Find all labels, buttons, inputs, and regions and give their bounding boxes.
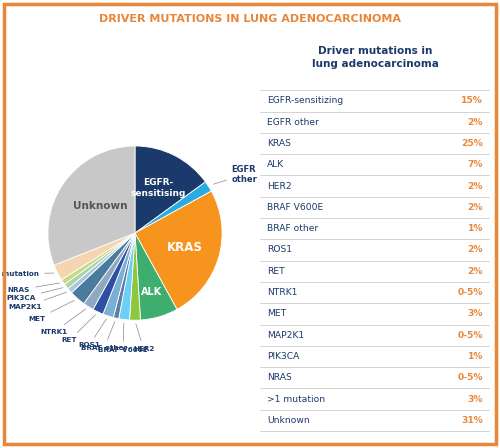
Text: NRAS: NRAS xyxy=(8,283,60,293)
Text: 2%: 2% xyxy=(468,181,483,190)
Text: >1 mutation: >1 mutation xyxy=(267,395,325,404)
Text: 0-5%: 0-5% xyxy=(458,288,483,297)
Wedge shape xyxy=(48,146,135,265)
Text: 0-5%: 0-5% xyxy=(458,331,483,340)
Wedge shape xyxy=(114,233,135,319)
Text: BRAF other: BRAF other xyxy=(81,322,128,351)
Text: BRAF other: BRAF other xyxy=(267,224,318,233)
Text: 1%: 1% xyxy=(468,352,483,361)
Text: EGFR other: EGFR other xyxy=(267,118,319,127)
Text: MET: MET xyxy=(28,300,74,322)
Wedge shape xyxy=(62,233,135,284)
Wedge shape xyxy=(84,233,135,310)
Wedge shape xyxy=(118,233,135,320)
Text: ROS1: ROS1 xyxy=(78,319,106,349)
Text: >1 mutation: >1 mutation xyxy=(0,271,54,277)
Text: 3%: 3% xyxy=(468,395,483,404)
Wedge shape xyxy=(64,233,135,289)
Text: HER2: HER2 xyxy=(133,324,154,352)
Wedge shape xyxy=(135,146,206,233)
Text: EGFR-
sensitising: EGFR- sensitising xyxy=(130,178,186,198)
Text: EGFR
other: EGFR other xyxy=(214,165,258,184)
Text: BRAF V600E: BRAF V600E xyxy=(267,203,323,212)
Text: Unknown: Unknown xyxy=(73,201,128,211)
Wedge shape xyxy=(135,182,212,233)
Text: MAP2K1: MAP2K1 xyxy=(8,292,66,310)
Text: 31%: 31% xyxy=(462,416,483,425)
Text: 1%: 1% xyxy=(468,224,483,233)
Text: ALK: ALK xyxy=(267,160,284,169)
Text: NRAS: NRAS xyxy=(267,373,291,382)
Wedge shape xyxy=(93,233,135,314)
Wedge shape xyxy=(103,233,135,318)
Text: PIK3CA: PIK3CA xyxy=(267,352,300,361)
Text: 2%: 2% xyxy=(468,267,483,276)
Text: KRAS: KRAS xyxy=(267,139,291,148)
Wedge shape xyxy=(130,233,140,320)
Text: RET: RET xyxy=(267,267,284,276)
Text: 7%: 7% xyxy=(468,160,483,169)
Text: 2%: 2% xyxy=(468,246,483,254)
Text: NTRK1: NTRK1 xyxy=(40,309,86,335)
Text: EGFR-sensitizing: EGFR-sensitizing xyxy=(267,96,343,105)
Text: MET: MET xyxy=(267,310,286,319)
Text: RET: RET xyxy=(62,314,96,343)
Wedge shape xyxy=(68,233,135,293)
Text: BRAF V600E: BRAF V600E xyxy=(98,323,148,353)
Text: 0-5%: 0-5% xyxy=(458,373,483,382)
Text: NTRK1: NTRK1 xyxy=(267,288,298,297)
Wedge shape xyxy=(72,233,135,304)
Text: MAP2K1: MAP2K1 xyxy=(267,331,304,340)
Wedge shape xyxy=(135,233,177,320)
Text: KRAS: KRAS xyxy=(167,241,203,254)
Text: Unknown: Unknown xyxy=(267,416,310,425)
Text: HER2: HER2 xyxy=(267,181,291,190)
Text: 15%: 15% xyxy=(462,96,483,105)
Text: Driver mutations in
lung adenocarcinoma: Driver mutations in lung adenocarcinoma xyxy=(312,46,438,69)
Text: DRIVER MUTATIONS IN LUNG ADENOCARCINOMA: DRIVER MUTATIONS IN LUNG ADENOCARCINOMA xyxy=(99,14,401,24)
Text: 2%: 2% xyxy=(468,203,483,212)
Text: 25%: 25% xyxy=(462,139,483,148)
Text: PIK3CA: PIK3CA xyxy=(6,288,63,301)
Text: ALK: ALK xyxy=(142,287,163,297)
Text: ROS1: ROS1 xyxy=(267,246,292,254)
Text: 2%: 2% xyxy=(468,118,483,127)
Wedge shape xyxy=(54,233,135,280)
Text: 3%: 3% xyxy=(468,310,483,319)
Wedge shape xyxy=(135,191,222,310)
